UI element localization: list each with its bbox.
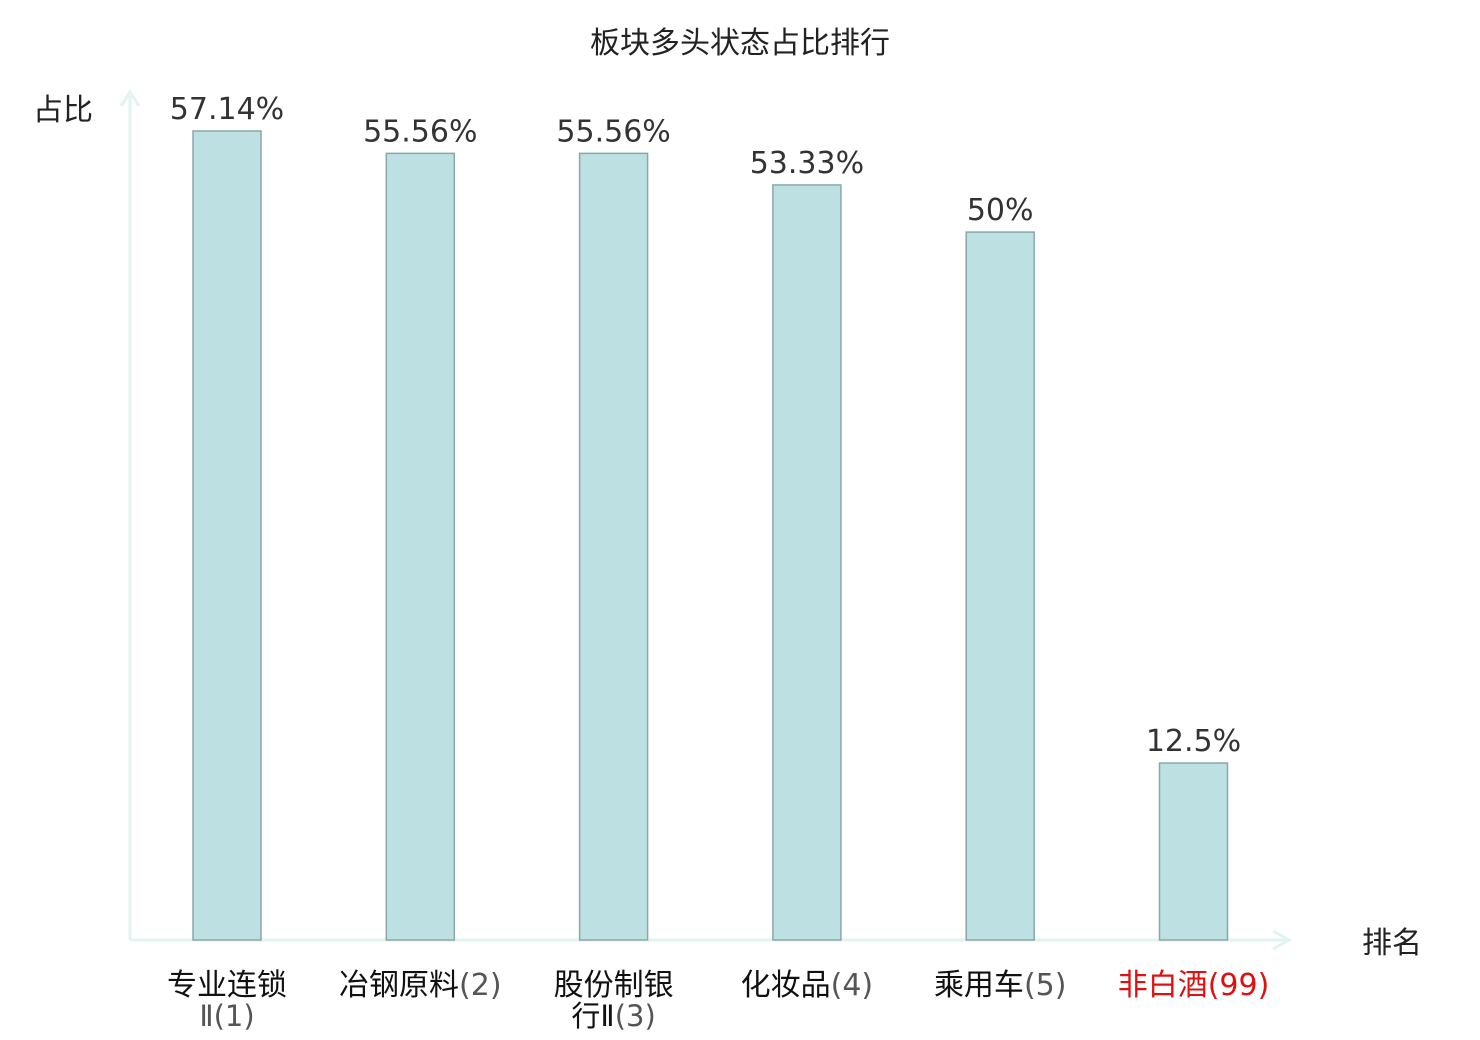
x-tick-label-line2: 行Ⅱ(3) [571, 999, 655, 1033]
bar [965, 231, 1035, 941]
data-label: 12.5% [1146, 724, 1241, 759]
data-label: 53.33% [750, 146, 864, 181]
y-axis-arrow [119, 89, 141, 107]
x-tick-label: 冶钢原料(2) [339, 968, 502, 1003]
data-label: 50% [967, 193, 1034, 228]
x-tick-label: 乘用车(5) [934, 968, 1066, 1003]
x-tick-label: 化妆品(4) [741, 968, 874, 1003]
axes [119, 89, 1293, 951]
bar [578, 152, 649, 941]
data-label: 55.56% [363, 114, 477, 149]
x-tick-label: 专业连锁 [167, 968, 287, 1003]
x-axis-label: 排名 [1362, 926, 1422, 961]
data-label: 55.56% [556, 114, 670, 149]
bars-group [192, 130, 1229, 941]
x-tick-label: 非白酒(99) [1118, 968, 1270, 1003]
bar [192, 130, 262, 941]
x-tick-label: 股份制银 [554, 968, 674, 1003]
x-axis-arrow [1272, 929, 1293, 951]
bar [1158, 762, 1229, 941]
chart-title: 板块多头状态占比排行 [590, 26, 890, 61]
y-axis-label: 占比 [33, 93, 93, 128]
value-labels-group: 57.14% 55.56% 55.56% 53.33% 50% 12.5% [170, 92, 1241, 759]
data-label: 57.14% [170, 92, 284, 127]
x-tick-label-line2: Ⅱ(1) [199, 999, 254, 1033]
bar [772, 184, 842, 941]
bar [385, 152, 456, 941]
